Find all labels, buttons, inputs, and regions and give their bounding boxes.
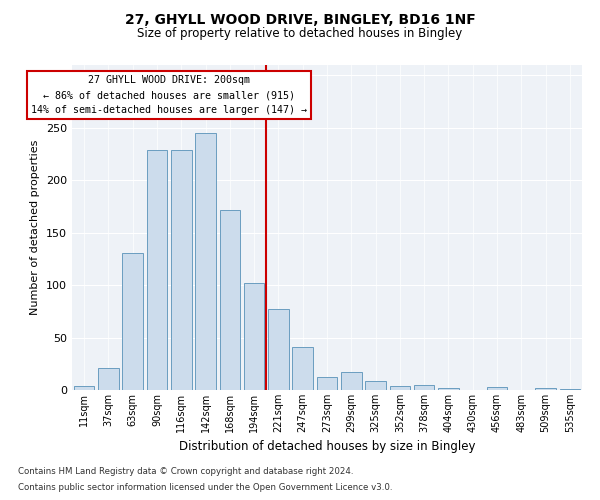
Bar xyxy=(317,378,337,390)
Bar xyxy=(535,388,556,390)
Bar xyxy=(244,283,265,390)
Text: Contains HM Land Registry data © Crown copyright and database right 2024.: Contains HM Land Registry data © Crown c… xyxy=(18,467,353,476)
Bar xyxy=(292,347,313,390)
Bar xyxy=(341,372,362,390)
Bar xyxy=(487,387,508,390)
Bar xyxy=(560,389,580,390)
Bar xyxy=(220,210,240,390)
Text: 27, GHYLL WOOD DRIVE, BINGLEY, BD16 1NF: 27, GHYLL WOOD DRIVE, BINGLEY, BD16 1NF xyxy=(125,12,475,26)
Bar xyxy=(268,310,289,390)
Bar xyxy=(122,252,143,390)
Text: Contains public sector information licensed under the Open Government Licence v3: Contains public sector information licen… xyxy=(18,483,392,492)
Bar xyxy=(146,150,167,390)
Bar xyxy=(74,386,94,390)
Bar xyxy=(414,385,434,390)
Text: Size of property relative to detached houses in Bingley: Size of property relative to detached ho… xyxy=(137,28,463,40)
Bar xyxy=(389,386,410,390)
Bar xyxy=(171,150,191,390)
Bar xyxy=(195,133,216,390)
X-axis label: Distribution of detached houses by size in Bingley: Distribution of detached houses by size … xyxy=(179,440,475,454)
Bar xyxy=(365,380,386,390)
Bar xyxy=(98,368,119,390)
Y-axis label: Number of detached properties: Number of detached properties xyxy=(31,140,40,315)
Text: 27 GHYLL WOOD DRIVE: 200sqm
← 86% of detached houses are smaller (915)
14% of se: 27 GHYLL WOOD DRIVE: 200sqm ← 86% of det… xyxy=(31,76,307,115)
Bar xyxy=(438,388,459,390)
